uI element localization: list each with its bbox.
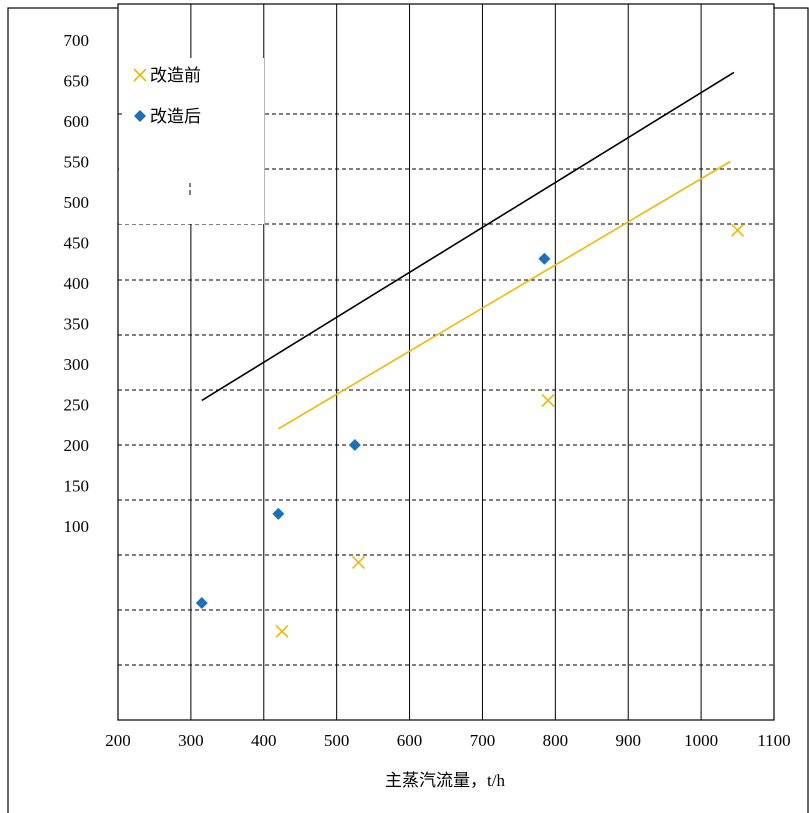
data-points [195, 223, 745, 638]
y-tick-label: 300 [64, 355, 90, 374]
x-tick-label: 800 [543, 731, 569, 750]
x-tick-label: 900 [615, 731, 641, 750]
x-axis-label: 主蒸汽流量，t/h [385, 771, 505, 790]
y-axis-mask [119, 130, 264, 224]
legend-label-1: 改造后 [150, 107, 201, 126]
y-tick-label: 600 [64, 112, 90, 131]
trendline-series-0 [277, 160, 731, 430]
point-series-0-0 [275, 624, 289, 638]
y-tick-label: 550 [64, 153, 90, 172]
y-tick-label: 700 [64, 31, 90, 50]
point-series-1-1 [272, 507, 285, 520]
y-tick-label: 250 [64, 396, 90, 415]
legend-box [124, 58, 264, 130]
x-tick-label: 200 [105, 731, 131, 750]
x-tick-label: 600 [397, 731, 423, 750]
legend-diamond-marker [134, 110, 146, 122]
horizontal-gridlines [118, 113, 774, 666]
point-series-0-3 [730, 223, 745, 237]
x-tick-label: 500 [324, 731, 350, 750]
point-series-1-2 [348, 439, 361, 451]
x-tick-label: 1100 [757, 731, 790, 750]
point-series-0-2 [541, 393, 555, 408]
reference-line [201, 71, 735, 402]
point-series-0-1 [351, 555, 366, 570]
legend-x-marker [133, 68, 147, 82]
point-series-1-3 [538, 252, 551, 265]
x-tick-label: 700 [470, 731, 496, 750]
legend-marker-x-icon [133, 68, 147, 82]
y-tick-label: 400 [64, 274, 90, 293]
x-tick-label: 400 [251, 731, 277, 750]
x-tick-labels: 200 300 400 500 600 700 800 900 1000 1100 [105, 731, 790, 750]
y-tick-label: 450 [64, 234, 90, 253]
y-tick-label: 100 [64, 517, 90, 536]
legend-label-0: 改造前 [150, 66, 201, 85]
y-tick-labels: 100 150 200 250 300 350 400 450 500 550 600 650 700 [64, 31, 90, 536]
legend-marker-diamond-icon [134, 110, 146, 122]
y-tick-label: 500 [64, 193, 90, 212]
x-tick-label: 300 [178, 731, 204, 750]
trend-lines [201, 71, 735, 430]
legend: 改造前 改造后 [133, 66, 201, 126]
y-tick-label: 200 [64, 436, 90, 455]
y-tick-label: 650 [64, 72, 90, 91]
point-series-1-0 [195, 596, 208, 609]
y-tick-label: 150 [64, 477, 90, 496]
x-tick-label: 1000 [684, 731, 718, 750]
y-tick-label: 350 [64, 315, 90, 334]
